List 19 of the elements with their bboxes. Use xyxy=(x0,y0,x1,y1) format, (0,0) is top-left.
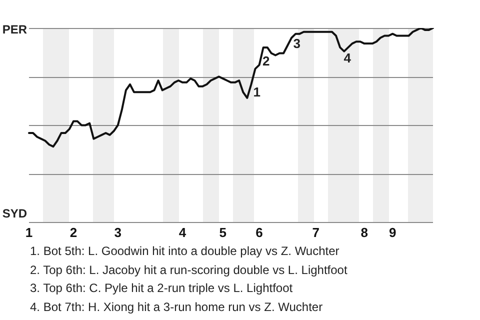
x-tick-label: 7 xyxy=(312,224,320,240)
x-tick-label: 8 xyxy=(360,224,368,240)
text: 3. Top 6th: C. Pyle hit a 2-run triple vs L. Lightfoot xyxy=(30,280,294,297)
x-tick-label: 6 xyxy=(256,224,263,240)
x-tick-label: 5 xyxy=(219,224,227,240)
text: 2. Top 6th: L. Jacoby hit a run-scoring double vs L. Lightfoot xyxy=(30,262,348,278)
x-tick-label: 9 xyxy=(388,224,396,240)
x-tick-label: 3 xyxy=(114,224,122,240)
text: 1. Bot 5th: L. Goodwin hit into a double play vs Z. Wuchter xyxy=(30,243,340,260)
annotation: 3 xyxy=(293,36,300,52)
x-tick-label: 1 xyxy=(25,224,33,240)
text: PER xyxy=(2,22,28,36)
annotation: 4 xyxy=(344,50,352,66)
annotation: 1 xyxy=(253,84,260,100)
annotation: 2 xyxy=(262,53,270,68)
x-tick-label: 4 xyxy=(178,224,187,240)
text: 4. Bot 7th: H. Xiong hit a 3-run home run vs Z. Wuchter xyxy=(30,298,324,316)
x-tick-label: 2 xyxy=(70,224,78,240)
text: SYD xyxy=(2,206,28,221)
